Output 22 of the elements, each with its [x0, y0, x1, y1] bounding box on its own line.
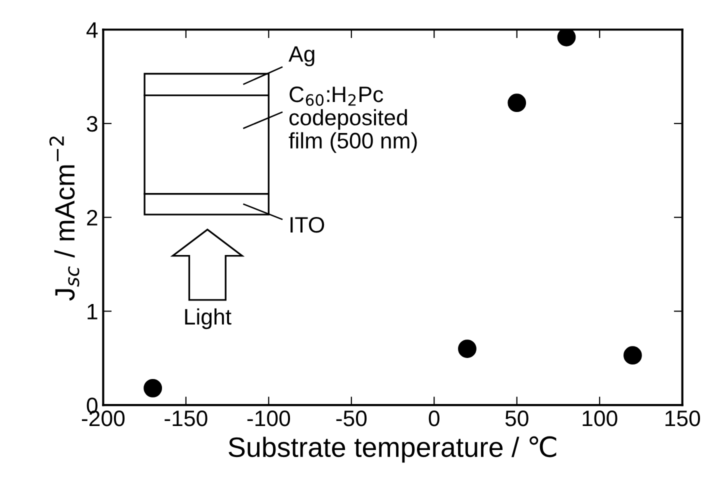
point [458, 340, 476, 358]
annotation: Ag [288, 46, 314, 66]
annotation: ITO [290, 216, 324, 233]
x-tick-label: -50 [336, 410, 367, 426]
annotation: C$_{60}$:H$_{2}$Pc codeposited film (500 nm) [288, 86, 417, 153]
x-tick-label: 150 [666, 410, 700, 426]
y-tick-label: 4 [86, 22, 98, 38]
point [624, 346, 642, 365]
x-tick-label: 50 [505, 410, 528, 426]
x-tick-label: 0 [428, 410, 440, 426]
annotation: Light [185, 308, 232, 330]
y-axis-title: J$_{sc}$ / mAcm$^{−2}$ [49, 136, 80, 301]
x-axis-title: Substrate temperature / ℃ [228, 436, 556, 463]
x-tick-label: -150 [164, 410, 208, 426]
y-tick-label: 2 [87, 210, 98, 226]
x-tick-label: 100 [582, 410, 618, 426]
x-tick-label: -100 [247, 410, 290, 426]
y-tick-label: 3 [86, 116, 98, 132]
point [144, 378, 162, 398]
point [508, 94, 526, 112]
point [557, 30, 576, 46]
y-tick-label: 1 [88, 304, 98, 320]
